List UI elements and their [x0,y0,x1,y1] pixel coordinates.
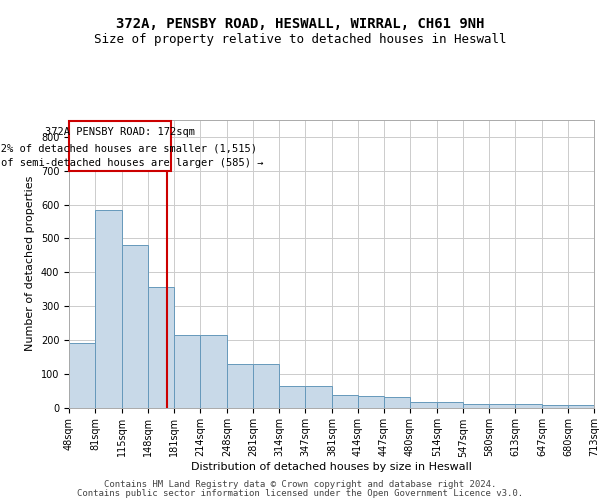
Text: 28% of semi-detached houses are larger (585) →: 28% of semi-detached houses are larger (… [0,158,263,168]
Text: ← 72% of detached houses are smaller (1,515): ← 72% of detached houses are smaller (1,… [0,143,257,153]
Bar [332,394,358,407]
Y-axis label: Number of detached properties: Number of detached properties [25,176,35,352]
Bar [279,386,305,407]
Bar [358,396,384,407]
Text: Contains HM Land Registry data © Crown copyright and database right 2024.: Contains HM Land Registry data © Crown c… [104,480,496,489]
Bar [174,335,200,407]
Bar [542,405,568,407]
FancyBboxPatch shape [69,120,171,170]
Bar [489,404,515,407]
Bar [384,398,410,407]
Text: Size of property relative to detached houses in Heswall: Size of property relative to detached ho… [94,32,506,46]
Bar [463,404,489,407]
Text: Contains public sector information licensed under the Open Government Licence v3: Contains public sector information licen… [77,488,523,498]
Bar [568,405,594,407]
Bar [410,402,437,407]
Text: 372A, PENSBY ROAD, HESWALL, WIRRAL, CH61 9NH: 372A, PENSBY ROAD, HESWALL, WIRRAL, CH61… [116,18,484,32]
Bar [515,404,542,407]
Bar [253,364,279,408]
Bar [305,386,332,407]
Bar [95,210,122,408]
Bar [122,245,148,408]
Bar [200,335,227,407]
Bar [227,364,253,408]
Text: 372A PENSBY ROAD: 172sqm: 372A PENSBY ROAD: 172sqm [45,128,195,138]
Bar [437,402,463,407]
Bar [148,288,174,408]
Bar [69,343,95,407]
X-axis label: Distribution of detached houses by size in Heswall: Distribution of detached houses by size … [191,462,472,472]
